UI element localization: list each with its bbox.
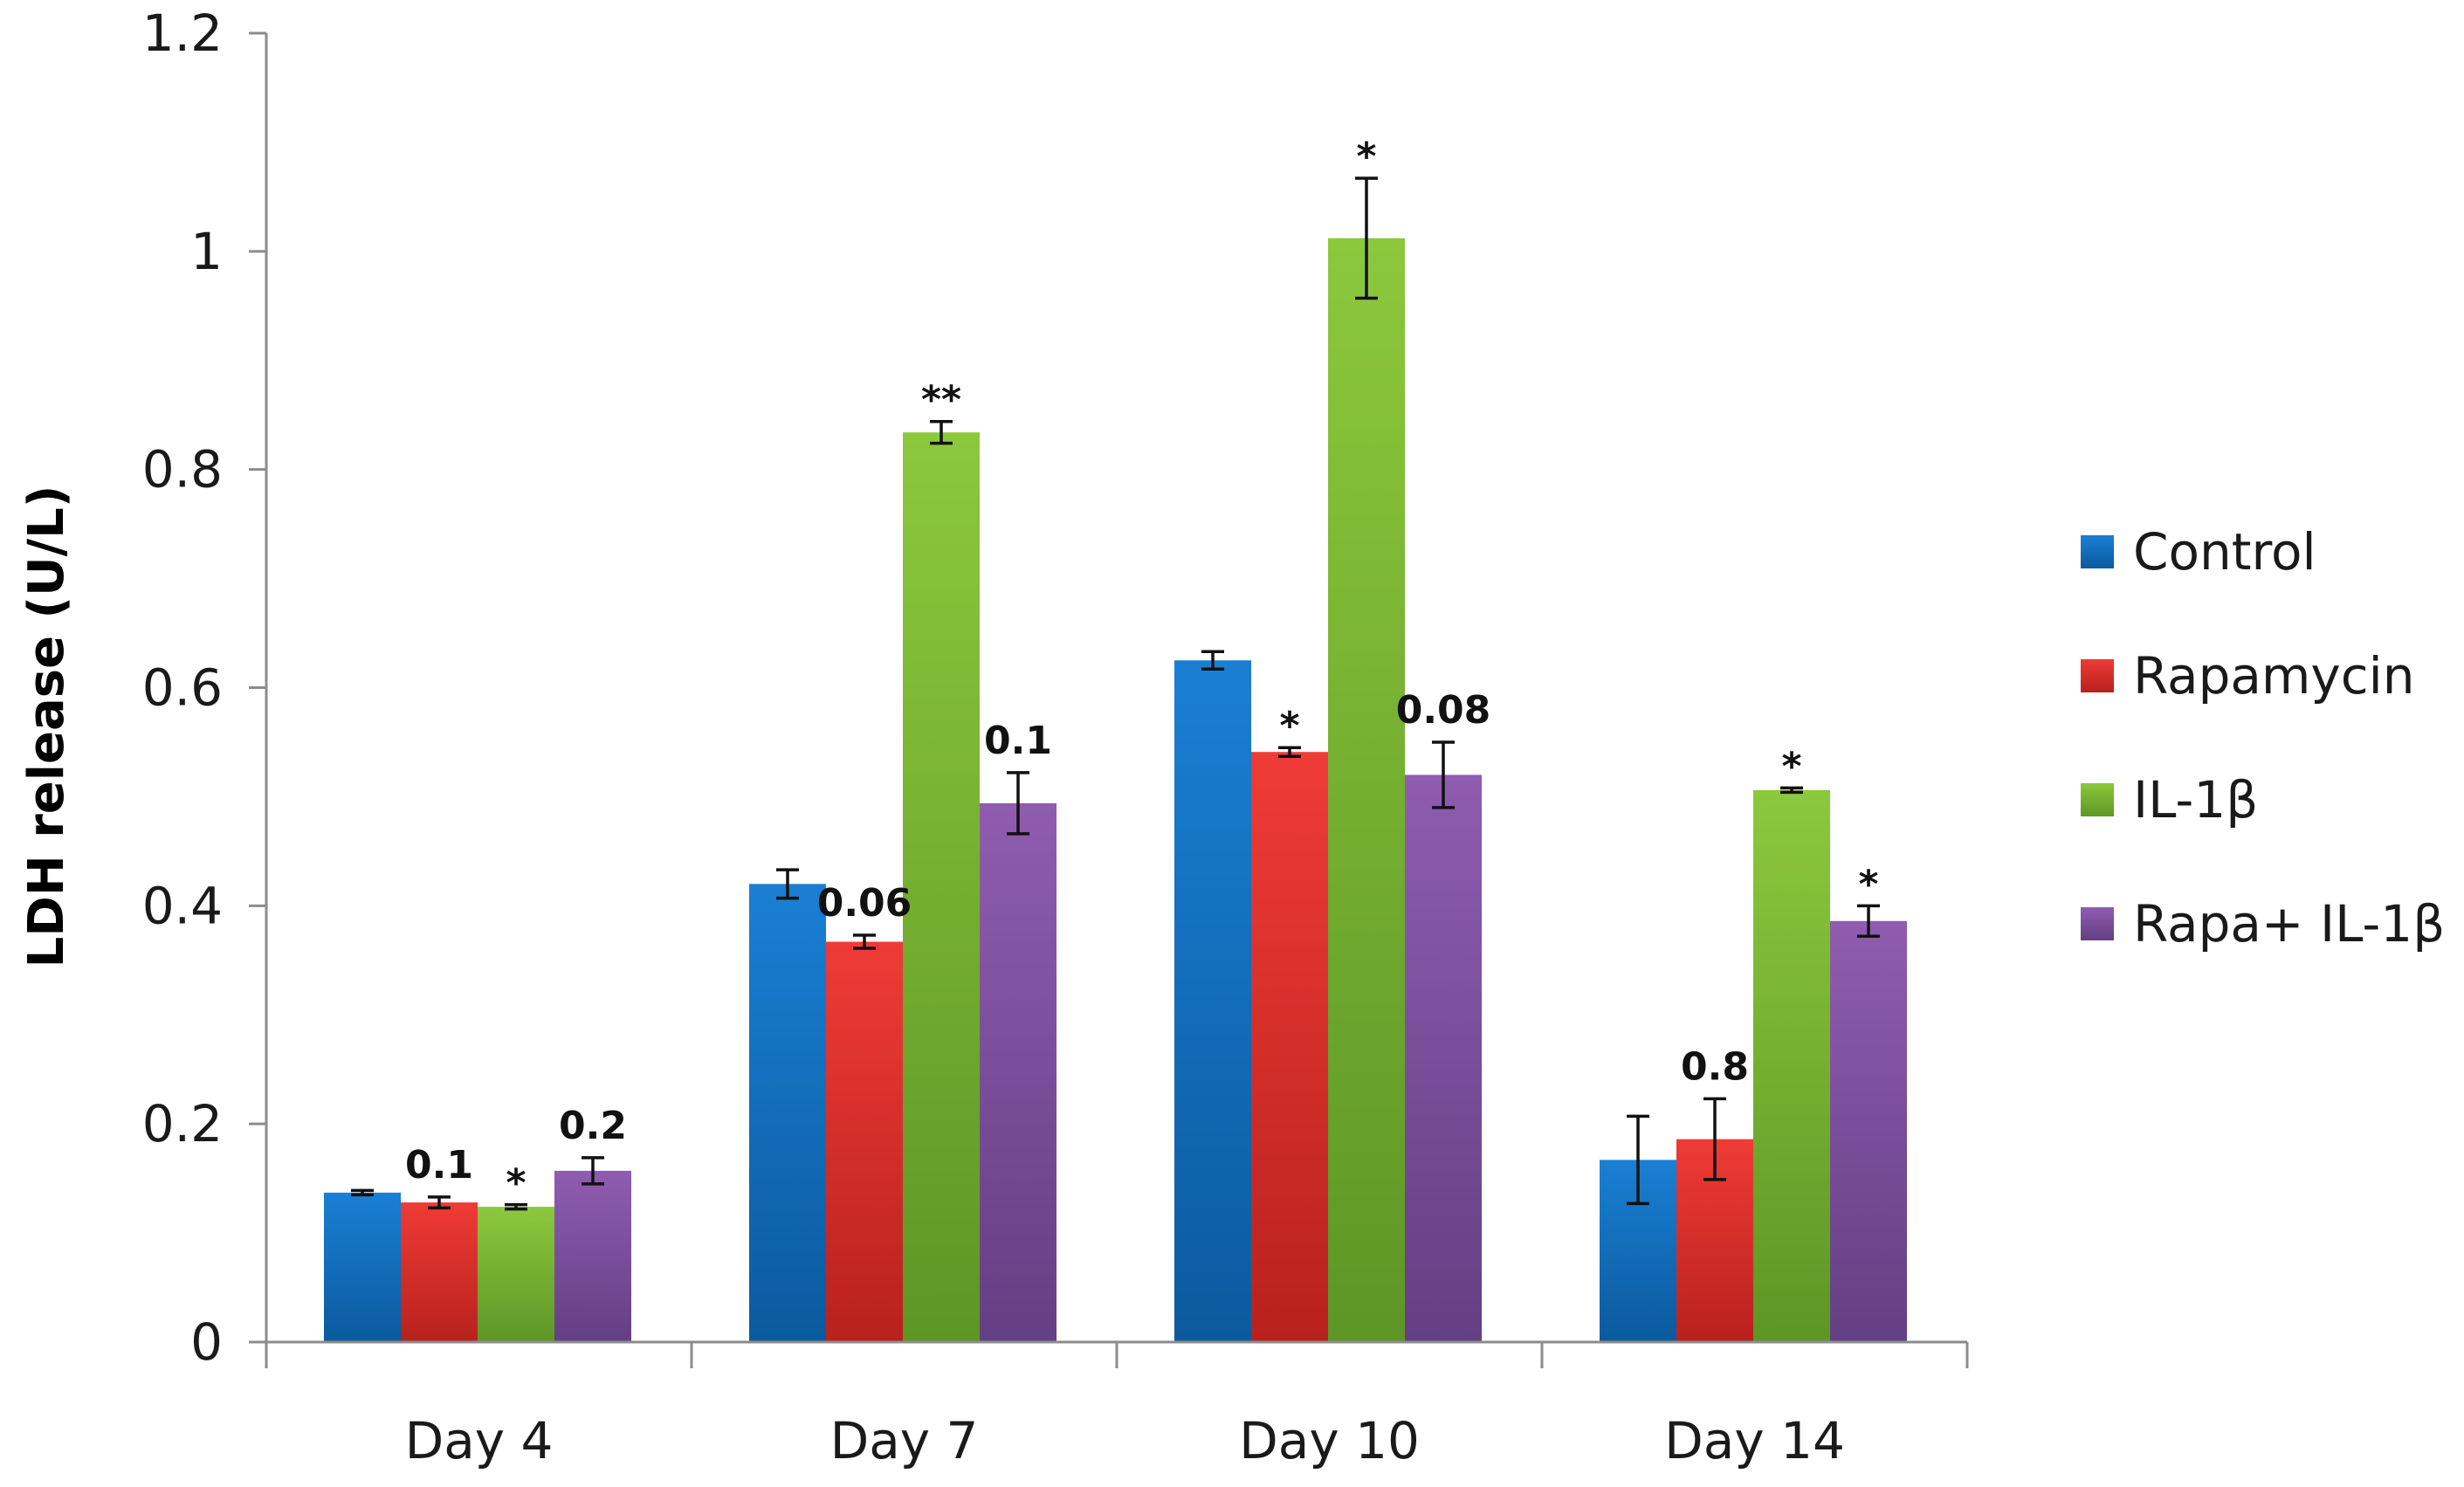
annotation-rapamycin-day-10: * <box>1279 704 1299 748</box>
bar-control-day-7 <box>749 884 826 1342</box>
x-tick-label-day-4: Day 4 <box>405 1411 554 1470</box>
legend-label: Rapa+ IL-1β <box>2133 894 2445 953</box>
y-axis-title: LDH release (U/L) <box>18 485 75 968</box>
bar-il-1-day-14 <box>1753 789 1830 1342</box>
bar-control-day-10 <box>1174 660 1251 1342</box>
legend-item-rapa-il-1: Rapa+ IL-1β <box>2081 894 2445 953</box>
error-bar-rapa-il-1-day-14 <box>1857 904 1880 939</box>
error-bar-control-day-14 <box>1627 1114 1649 1206</box>
bar-il-1-day-7 <box>903 432 980 1342</box>
error-bar-rapa-il-1-day-7 <box>1007 771 1029 836</box>
annotation-il-1-day-10: * <box>1356 134 1376 179</box>
legend-label: Control <box>2133 522 2316 582</box>
annotation-rapa-il-1-day-14: * <box>1858 862 1878 906</box>
y-tick-label: 0.2 <box>142 1094 223 1153</box>
legend-swatch <box>2081 535 2114 568</box>
legend-item-rapamycin: Rapamycin <box>2081 646 2415 706</box>
y-tick-label: 0.6 <box>142 658 223 718</box>
x-tick-label-day-10: Day 10 <box>1239 1411 1420 1470</box>
legend-swatch <box>2081 659 2114 692</box>
error-bar-control-day-4 <box>351 1188 374 1197</box>
x-tick-label-day-14: Day 14 <box>1664 1411 1845 1470</box>
y-tick-label: 0 <box>190 1312 223 1372</box>
error-bar-rapamycin-day-7 <box>853 933 876 950</box>
legend: Control Rapamycin IL-1β Rapa+ IL-1β <box>2081 522 2445 953</box>
error-bars-layer <box>351 176 1880 1211</box>
y-tick-label: 1 <box>190 222 223 281</box>
annotation-rapamycin-day-14: 0.8 <box>1681 1044 1749 1089</box>
error-bar-il-1-day-7 <box>930 419 953 445</box>
annotation-rapamycin-day-7: 0.06 <box>817 881 912 926</box>
legend-item-il-1: IL-1β <box>2081 770 2258 830</box>
bar-rapamycin-day-10 <box>1251 752 1328 1342</box>
error-bar-il-1-day-10 <box>1355 176 1378 300</box>
legend-swatch <box>2081 783 2114 816</box>
annotations-layer: 0.1 *0.20.06**0.1 **0.080.8** <box>405 134 1878 1205</box>
error-bar-rapamycin-day-4 <box>428 1195 451 1210</box>
legend-label: Rapamycin <box>2133 646 2415 706</box>
annotation-il-1-day-7: ** <box>921 378 961 423</box>
error-bar-rapamycin-day-14 <box>1703 1097 1726 1181</box>
error-bar-rapa-il-1-day-10 <box>1432 740 1455 809</box>
bar-control-day-4 <box>324 1192 401 1342</box>
error-bar-control-day-10 <box>1201 650 1224 671</box>
error-bar-il-1-day-14 <box>1780 786 1803 795</box>
annotation-rapa-il-1-day-7: 0.1 <box>984 719 1052 763</box>
bar-rapamycin-day-7 <box>826 941 903 1342</box>
annotation-rapamycin-day-4: 0.1 <box>405 1143 473 1188</box>
legend-item-control: Control <box>2081 522 2316 582</box>
y-tick-label: 0.8 <box>142 440 223 499</box>
bar-rapa-il-1-day-14 <box>1830 920 1907 1342</box>
bar-il-1-day-4 <box>478 1207 554 1342</box>
bar-rapamycin-day-4 <box>401 1202 478 1342</box>
annotation-rapa-il-1-day-4: 0.2 <box>559 1104 627 1148</box>
bar-rapa-il-1-day-10 <box>1405 774 1482 1342</box>
bars-layer <box>324 238 1907 1343</box>
legend-label: IL-1β <box>2133 770 2258 830</box>
error-bar-il-1-day-4 <box>505 1202 527 1211</box>
x-tick-label-day-7: Day 7 <box>830 1411 979 1470</box>
bar-il-1-day-10 <box>1328 238 1405 1343</box>
bar-rapa-il-1-day-4 <box>554 1170 631 1342</box>
legend-swatch <box>2081 907 2114 940</box>
error-bar-rapamycin-day-10 <box>1278 746 1301 758</box>
bar-rapa-il-1-day-7 <box>980 802 1056 1342</box>
annotation-il-1-day-4: * <box>506 1161 526 1206</box>
y-tick-label: 1.2 <box>142 3 223 63</box>
annotation-rapa-il-1-day-10: 0.08 <box>1396 688 1491 733</box>
error-bar-control-day-7 <box>776 868 799 900</box>
axes-layer: 0 0.2 0.4 0.6 0.8 1 1.2 Day 4 Day 7 Day 10 Day 14 <box>142 3 1969 1470</box>
error-bar-rapa-il-1-day-4 <box>582 1156 604 1186</box>
annotation-il-1-day-14: * <box>1781 744 1801 788</box>
y-tick-label: 0.4 <box>142 876 223 935</box>
